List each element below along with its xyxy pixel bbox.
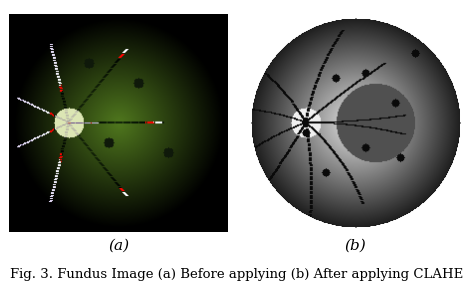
Text: (a): (a) bbox=[108, 239, 129, 253]
Text: Fig. 3. Fundus Image (a) Before applying (b) After applying CLAHE: Fig. 3. Fundus Image (a) Before applying… bbox=[10, 268, 464, 281]
Text: (b): (b) bbox=[345, 239, 366, 253]
